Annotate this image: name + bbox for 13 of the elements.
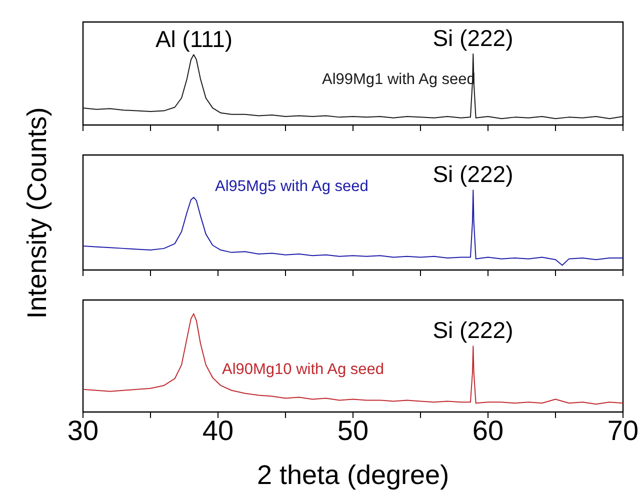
series-label: Al95Mg5 with Ag seed bbox=[215, 178, 368, 195]
annotation: Si (222) bbox=[432, 317, 514, 343]
text: Si (222) bbox=[432, 25, 514, 51]
series-label: Al90Mg10 with Ag seed bbox=[222, 361, 384, 378]
x-tick-label: 60 bbox=[472, 414, 504, 446]
y-axis-title: Intensity (Counts) bbox=[22, 107, 52, 319]
text: Al (111) bbox=[155, 26, 233, 52]
text: Si (222) bbox=[432, 161, 514, 187]
x-tick-label: 40 bbox=[202, 414, 234, 446]
x-tick-label: 50 bbox=[337, 414, 369, 446]
x-axis-title: 2 theta (degree) bbox=[256, 460, 450, 490]
x-tick-label: 30 bbox=[67, 414, 99, 446]
x-tick-label: 70 bbox=[607, 414, 639, 446]
